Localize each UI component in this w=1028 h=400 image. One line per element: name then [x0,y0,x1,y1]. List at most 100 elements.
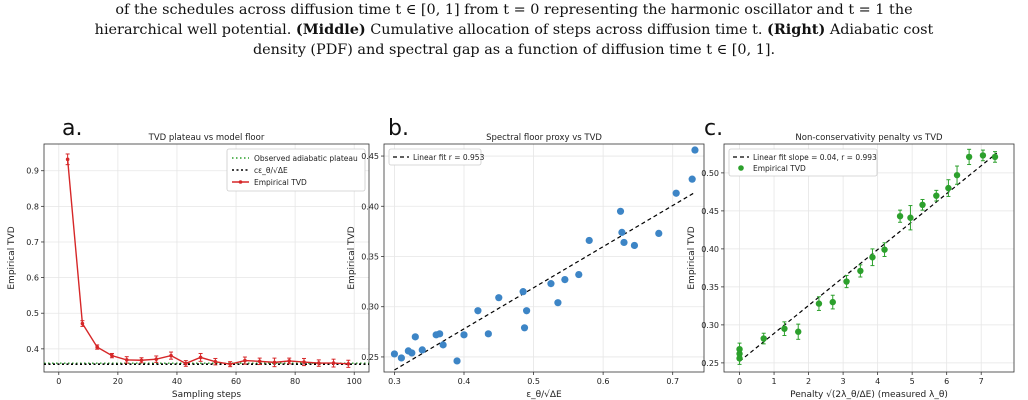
panel-label-c: c. [704,116,724,141]
caption-text: Adiabatic cost [825,22,934,38]
chart-c-legend-label: Linear fit slope = 0.04, r = 0.993 [753,153,877,162]
chart-c-legend-marker [738,165,744,171]
chart-c-data-point [965,153,973,161]
chart-b-xtick-label: 0.6 [597,377,610,386]
chart-a-legend-label: cε_θ/√ΔE [254,166,288,175]
caption-text: Cumulative allocation of steps across di… [365,22,768,38]
chart-b-data-point [520,324,529,332]
chart-b-data-point [495,294,503,302]
chart-a-tvd-point [316,361,321,365]
chart-a-ylabel: Empirical TVD [7,226,17,289]
caption-bold: (Right) [767,21,826,38]
chart-c-ylabel: Empirical TVD [687,226,697,289]
chart-a-legend-marker [238,180,243,184]
chart-a-ytick-label: 0.8 [26,202,39,211]
chart-b-fit-line [394,192,694,371]
chart-b-data-point [554,299,562,307]
chart-c-data-point [760,335,767,342]
chart-a-tvd-point [346,362,351,366]
chart-a-xtick-label: 0 [56,377,61,386]
chart-b-ylabel: Empirical TVD [347,226,357,289]
chart-c-xtick-label: 2 [806,377,811,386]
chart-a-tvd-point [139,358,144,363]
chart-a-xtick-label: 80 [290,377,300,386]
chart-a-tvd-point [302,360,306,364]
chart-b-data-point [523,307,531,315]
chart-b-legend-box [388,148,482,166]
chart-b-data-point [691,146,699,154]
chart-a-frame [43,143,370,373]
chart-b-data-point [474,307,482,315]
chart-b-legend-label: Linear fit r = 0.953 [413,153,485,162]
chart-b-xtick-label: 0.4 [458,377,471,386]
chart-c-data-point [945,184,952,192]
chart-b-data-point [655,229,663,237]
chart-a-legend-label: Empirical TVD [254,178,307,187]
chart-a-xlabel: Sampling steps [172,390,241,400]
chart-b-data-point [618,228,626,236]
chart-a-ytick-label: 0.6 [26,274,39,283]
chart-a-tvd-point [154,357,159,361]
chart-b-ytick-label: 0.40 [361,202,379,211]
chart-b-data-point [411,333,419,341]
chart-b-data-point [408,349,416,357]
chart-c-data-point [881,246,888,253]
chart-b-ytick-label: 0.30 [361,303,379,312]
chart-c-ytick-label: 0.50 [701,169,719,178]
chart-c-xtick-label: 5 [910,377,915,386]
chart-c-xtick-label: 3 [841,377,846,386]
caption-line-1: of the schedules across diffusion time t… [115,2,913,18]
chart-c-ytick-label: 0.45 [701,207,719,216]
chart-c-data-point [933,192,940,199]
chart-a-tvd-point [272,360,277,365]
chart-a-tvd-point [184,361,188,366]
chart-b-data-point [620,238,628,247]
caption-line-2: hierarchical well potential. (Middle) Cu… [6,20,1022,40]
chart-a-tvd-point [331,361,336,365]
chart-a-tvd-point [198,355,203,360]
chart-b-xtick-label: 0.3 [388,377,401,386]
chart-b-data-point [436,330,444,338]
chart-c-data-point [795,328,802,335]
chart-a-ytick-label: 0.4 [26,345,39,354]
caption-text: hierarchical well potential. [94,22,296,38]
chart-c-xtick-label: 7 [979,377,984,386]
chart-c-legend-box [728,148,878,177]
chart-a-tvd-point [169,353,173,358]
chart-a-title: TVD plateau vs model floor [148,133,265,143]
chart-a-tvd-point [80,321,85,326]
chart-c-data-point [857,267,864,275]
chart-a-tvd-point [287,359,292,363]
chart-b-xlabel: ε_θ/√ΔE [526,389,562,400]
chart-a-tvd-line [66,159,349,365]
chart-c-data-point [919,201,926,208]
chart-a-legend-box [226,148,366,192]
chart-a-tvd-point [243,358,247,363]
chart-c-ytick-label: 0.25 [701,359,719,368]
chart-b-xtick-label: 0.7 [666,377,679,386]
chart-c-ytick-label: 0.40 [701,245,719,254]
chart-b-data-point [397,354,405,362]
chart-b-data-point [672,189,680,197]
chart-b-data-point [460,331,468,339]
chart-c-xlabel: Penalty √(2λ_θ/ΔE) (measured λ_θ) [790,389,948,400]
chart-a-xtick-label: 20 [113,377,123,386]
chart-b-ytick-label: 0.25 [361,353,379,362]
chart-a-xtick-label: 100 [347,377,362,386]
chart-b-data-point [630,241,639,250]
chart-a-tvd-point [124,358,129,362]
chart-c-xtick-label: 1 [772,377,777,386]
chart-a-tvd-point [213,359,218,364]
chart-b-title: Spectral floor proxy vs TVD [486,133,602,143]
chart-a-tvd-point [95,345,99,349]
chart-a-tvd-point [257,359,262,364]
chart-a-xtick-label: 60 [231,377,241,386]
chart-c-ytick-label: 0.35 [701,283,719,292]
caption-line-3: density (PDF) and spectral gap as a func… [252,42,776,58]
chart-b-data-point [390,350,399,358]
chart-c-legend-label: Empirical TVD [753,164,806,173]
caption-bold: (Middle) [295,21,366,38]
chart-a-tvd-point [228,362,232,366]
chart-b-data-point [439,341,447,349]
